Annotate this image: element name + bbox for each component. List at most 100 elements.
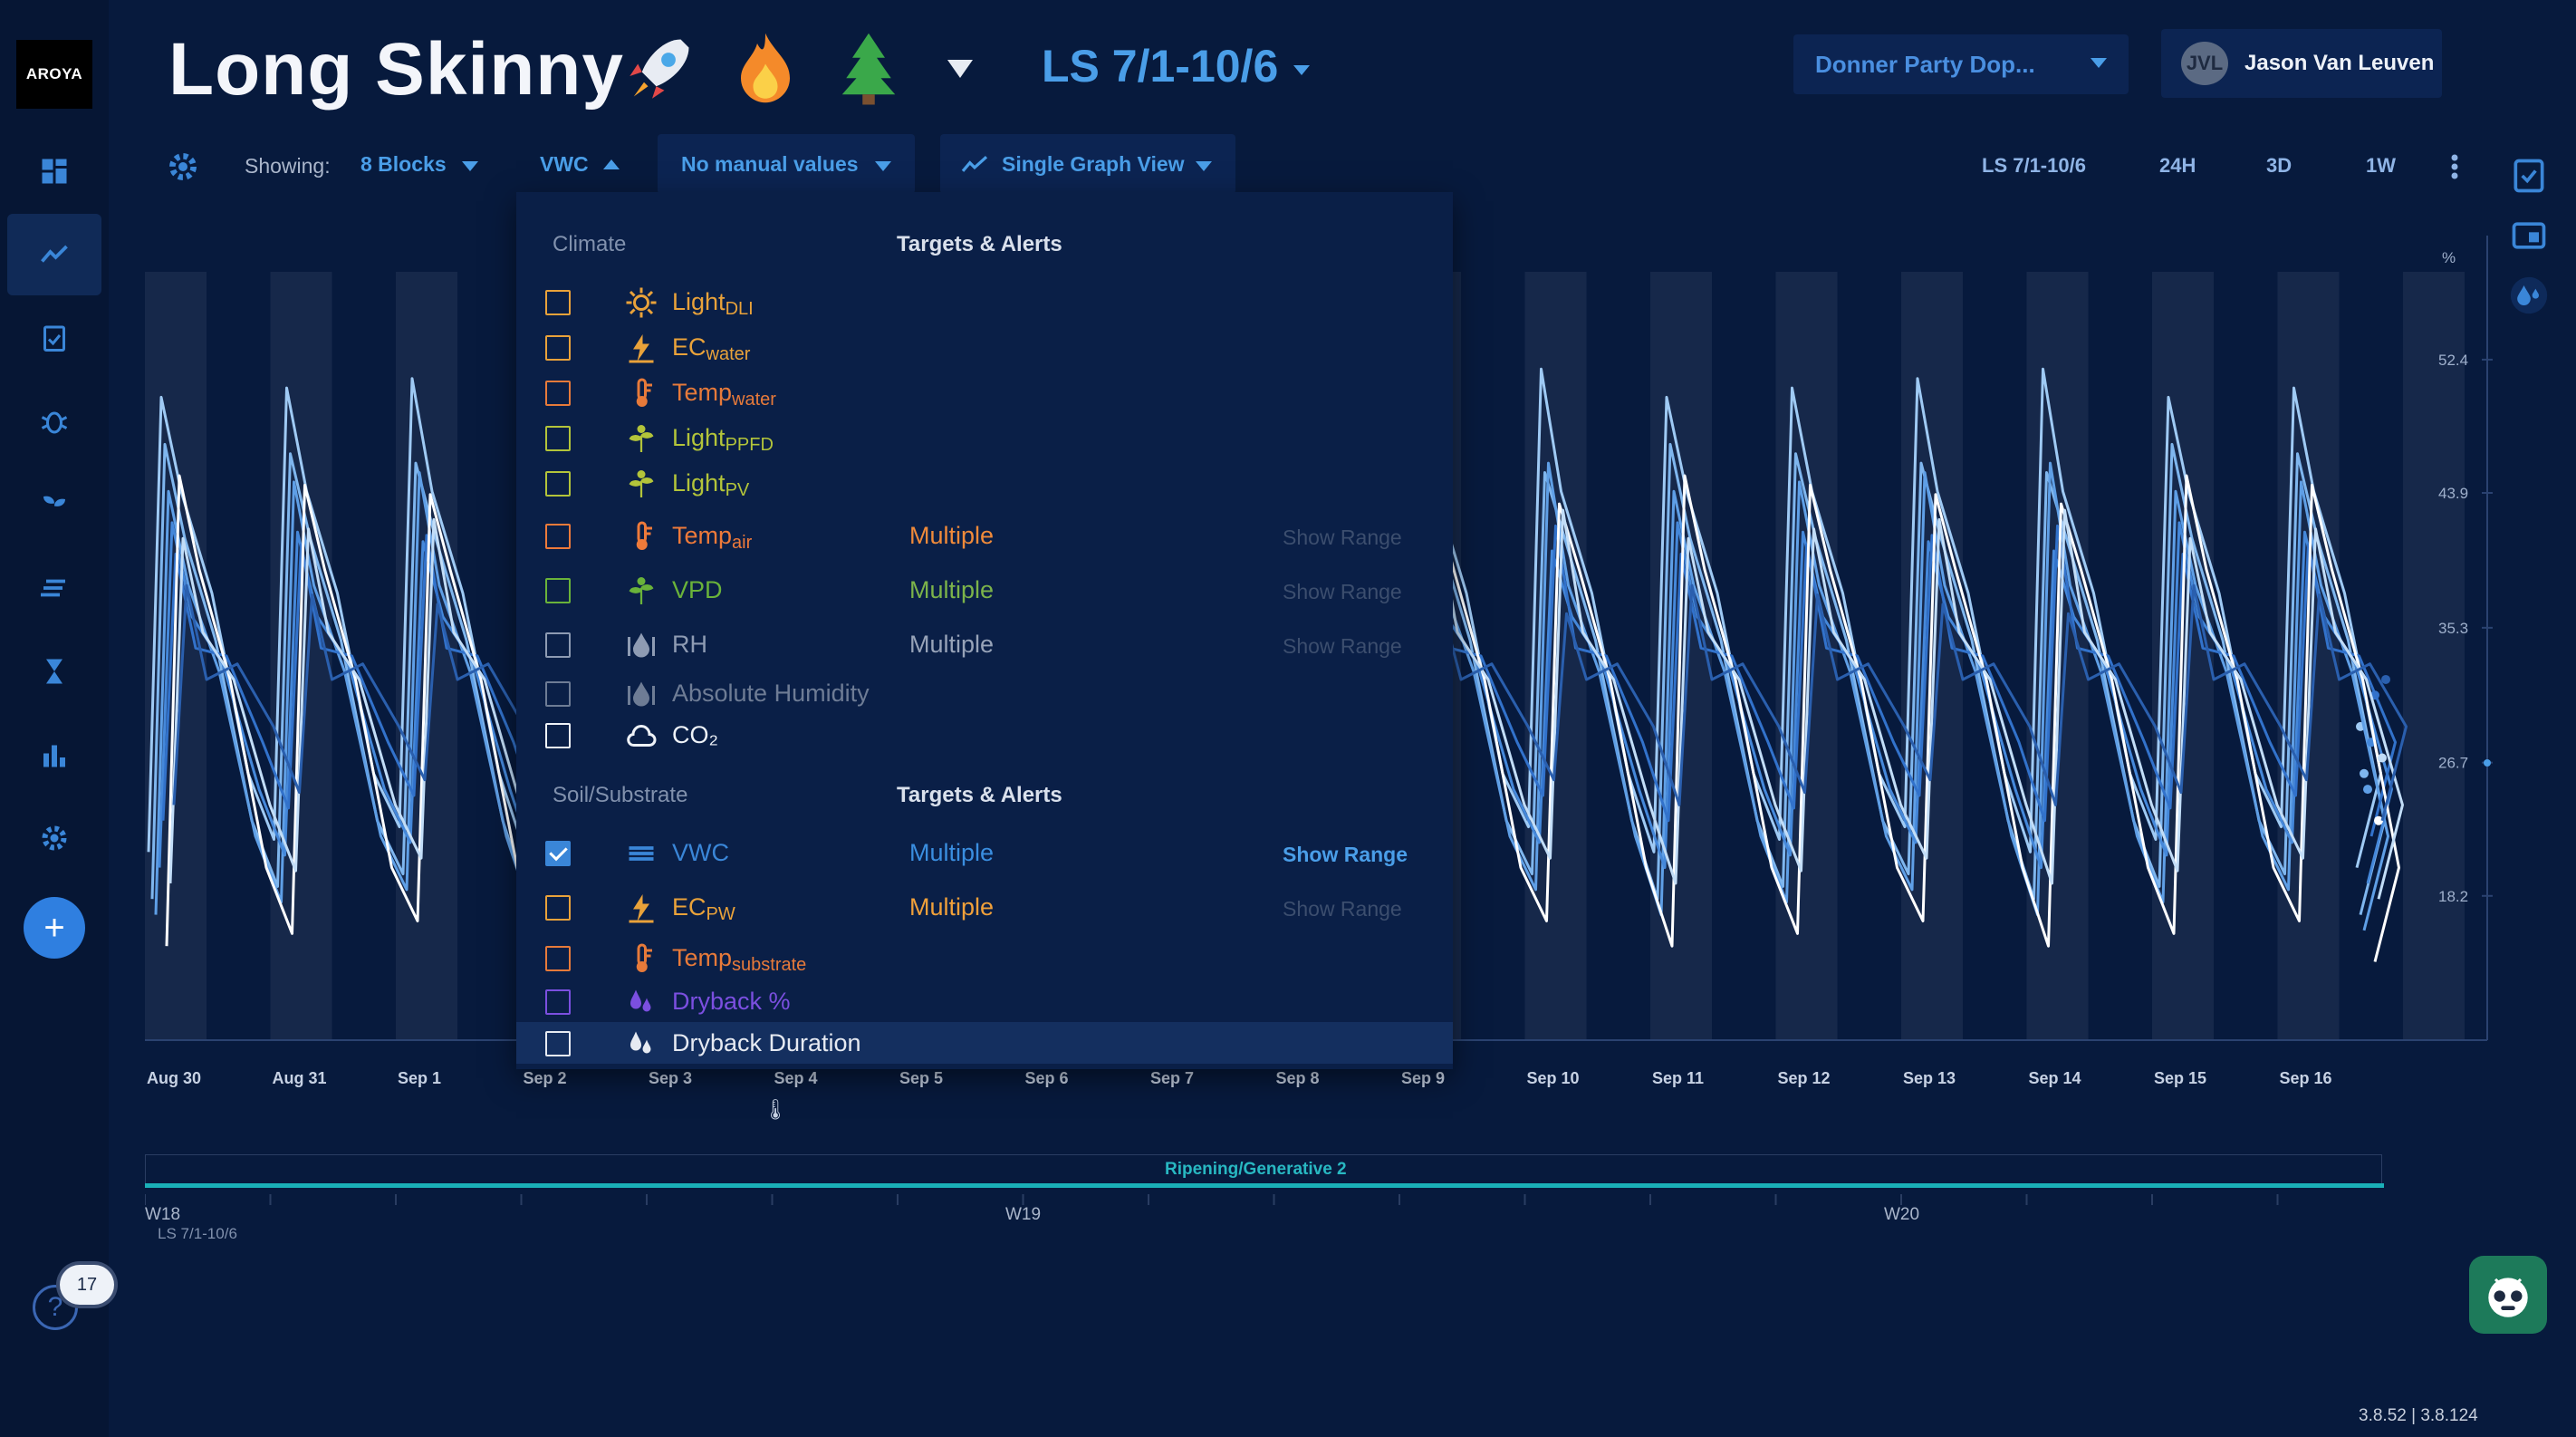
question-icon: ? <box>47 1292 63 1322</box>
show-range-button[interactable]: Show Range <box>1283 843 1408 866</box>
light-bulb-icon <box>626 287 657 318</box>
settings-nav[interactable] <box>7 797 101 879</box>
manual-values-label: No manual values <box>681 152 859 176</box>
thermometer-icon <box>636 943 652 972</box>
x-tick-label: Sep 14 <box>2029 1069 2081 1087</box>
blocks-chevron-down-icon[interactable] <box>462 161 478 171</box>
x-tick-label: Sep 8 <box>1276 1069 1320 1087</box>
metric-label: VWC <box>672 839 729 867</box>
facility-select[interactable]: Donner Party Dop... <box>1793 34 2129 94</box>
checklist-icon[interactable] <box>2509 156 2549 196</box>
metric-checkbox[interactable] <box>545 524 571 549</box>
facility-chevron-down-icon[interactable] <box>2091 58 2107 68</box>
series-end-point <box>2363 785 2372 795</box>
plant-light-icon <box>629 470 654 497</box>
cloud-icon <box>627 725 657 747</box>
show-range-button[interactable]: Show Range <box>1283 526 1402 549</box>
pests-nav[interactable] <box>7 381 101 462</box>
tasks-nav[interactable] <box>7 297 101 379</box>
metric-row[interactable]: VWC Multiple Show Range <box>516 832 1453 873</box>
fire-icon <box>741 33 790 103</box>
metric-checkbox[interactable] <box>545 841 571 866</box>
targets-alerts-value[interactable]: Multiple <box>909 631 995 658</box>
range-3d-button[interactable]: 3D <box>2266 154 2292 177</box>
metric-row[interactable]: LightPPFD <box>516 417 1453 458</box>
more-vertical-icon[interactable] <box>2446 149 2464 185</box>
metric-checkbox[interactable] <box>545 632 571 658</box>
metric-row[interactable]: Dryback Duration <box>516 1022 1453 1064</box>
show-range-button[interactable]: Show Range <box>1283 897 1402 921</box>
window-icon[interactable] <box>2509 216 2549 256</box>
metric-checkbox[interactable] <box>545 471 571 497</box>
metric-row[interactable]: Tempwater <box>516 371 1453 413</box>
chart-settings-gear-icon[interactable] <box>165 149 201 185</box>
show-range-button[interactable]: Show Range <box>1283 634 1402 658</box>
metric-select[interactable]: VWC <box>540 152 589 176</box>
x-tick-label: Sep 3 <box>649 1069 692 1087</box>
metric-row[interactable]: VPD Multiple Show Range <box>516 569 1453 611</box>
metric-row[interactable]: ECPW Multiple Show Range <box>516 886 1453 928</box>
metric-checkbox[interactable] <box>545 381 571 406</box>
ec-bolt-icon <box>629 334 654 363</box>
thermometer-icon <box>636 521 652 550</box>
range-1w-button[interactable]: 1W <box>2366 154 2396 177</box>
aroya-logo[interactable]: AROYA <box>16 40 92 109</box>
metric-label-subscript: air <box>732 533 753 553</box>
metric-row[interactable]: Tempsubstrate <box>516 937 1453 979</box>
metric-chevron-up-icon[interactable] <box>603 159 620 169</box>
reports-nav[interactable] <box>7 714 101 796</box>
show-range-button[interactable]: Show Range <box>1283 580 1402 603</box>
metric-checkbox[interactable] <box>545 681 571 707</box>
blocks-select[interactable]: 8 Blocks <box>360 152 447 176</box>
logs-nav[interactable] <box>7 547 101 629</box>
metric-label-subscript: substrate <box>732 955 807 975</box>
metric-checkbox[interactable] <box>545 290 571 315</box>
metric-row[interactable]: RH Multiple Show Range <box>516 623 1453 665</box>
analytics-nav[interactable] <box>7 214 101 295</box>
metric-checkbox[interactable] <box>545 426 571 451</box>
droplets-icon[interactable] <box>2509 275 2549 315</box>
targets-alerts-value[interactable]: Multiple <box>909 839 995 866</box>
y-tick-label: 18.2 <box>2438 888 2468 905</box>
metric-row[interactable]: Tempair Multiple Show Range <box>516 515 1453 556</box>
timeline-nav[interactable] <box>7 631 101 712</box>
range-24h-button[interactable]: 24H <box>2159 154 2196 177</box>
metric-checkbox[interactable] <box>545 989 571 1015</box>
metric-label-text: Light <box>672 288 726 315</box>
avatar: JVL <box>2181 42 2228 85</box>
metric-row[interactable]: CO₂ <box>516 714 1453 756</box>
season-select[interactable]: LS 7/1-10/6 <box>1042 41 1279 92</box>
notification-badge[interactable]: 17 <box>60 1265 114 1305</box>
metric-label: LightDLI <box>672 288 754 320</box>
manual-values-select[interactable]: No manual values <box>658 134 915 194</box>
metric-row[interactable]: ECwater <box>516 326 1453 368</box>
metric-row[interactable]: Absolute Humidity <box>516 672 1453 714</box>
user-menu[interactable]: JVL Jason Van Leuven <box>2161 29 2442 98</box>
assistant-bot-button[interactable] <box>2469 1256 2547 1334</box>
x-tick-label: Sep 10 <box>1527 1069 1580 1087</box>
season-chevron-down-icon[interactable] <box>1293 65 1310 75</box>
cursor-marker: 🌡 <box>763 1098 788 1121</box>
y-axis-unit: % <box>2442 249 2456 266</box>
metric-checkbox[interactable] <box>545 578 571 603</box>
series-end-point <box>2378 753 2387 763</box>
metric-checkbox[interactable] <box>545 723 571 748</box>
metric-checkbox[interactable] <box>545 335 571 361</box>
targets-alerts-value[interactable]: Multiple <box>909 893 995 921</box>
metric-checkbox[interactable] <box>545 1031 571 1056</box>
metric-checkbox[interactable] <box>545 895 571 921</box>
targets-alerts-value[interactable]: Multiple <box>909 576 995 603</box>
dashboard-nav[interactable] <box>7 130 101 212</box>
metric-row[interactable]: LightPV <box>516 462 1453 504</box>
title-chevron-down-icon[interactable] <box>947 60 973 78</box>
metric-row[interactable]: Dryback % <box>516 980 1453 1022</box>
range-season-button[interactable]: LS 7/1-10/6 <box>1982 154 2086 177</box>
help-button[interactable]: ? <box>33 1285 78 1330</box>
targets-alerts-value[interactable]: Multiple <box>909 522 995 549</box>
add-button[interactable]: + <box>24 897 85 959</box>
x-tick-label: Sep 2 <box>524 1069 567 1087</box>
metric-checkbox[interactable] <box>545 946 571 971</box>
plants-nav[interactable] <box>7 464 101 545</box>
metric-row[interactable]: LightDLI <box>516 281 1453 323</box>
graph-view-select[interactable]: Single Graph View <box>940 134 1235 194</box>
